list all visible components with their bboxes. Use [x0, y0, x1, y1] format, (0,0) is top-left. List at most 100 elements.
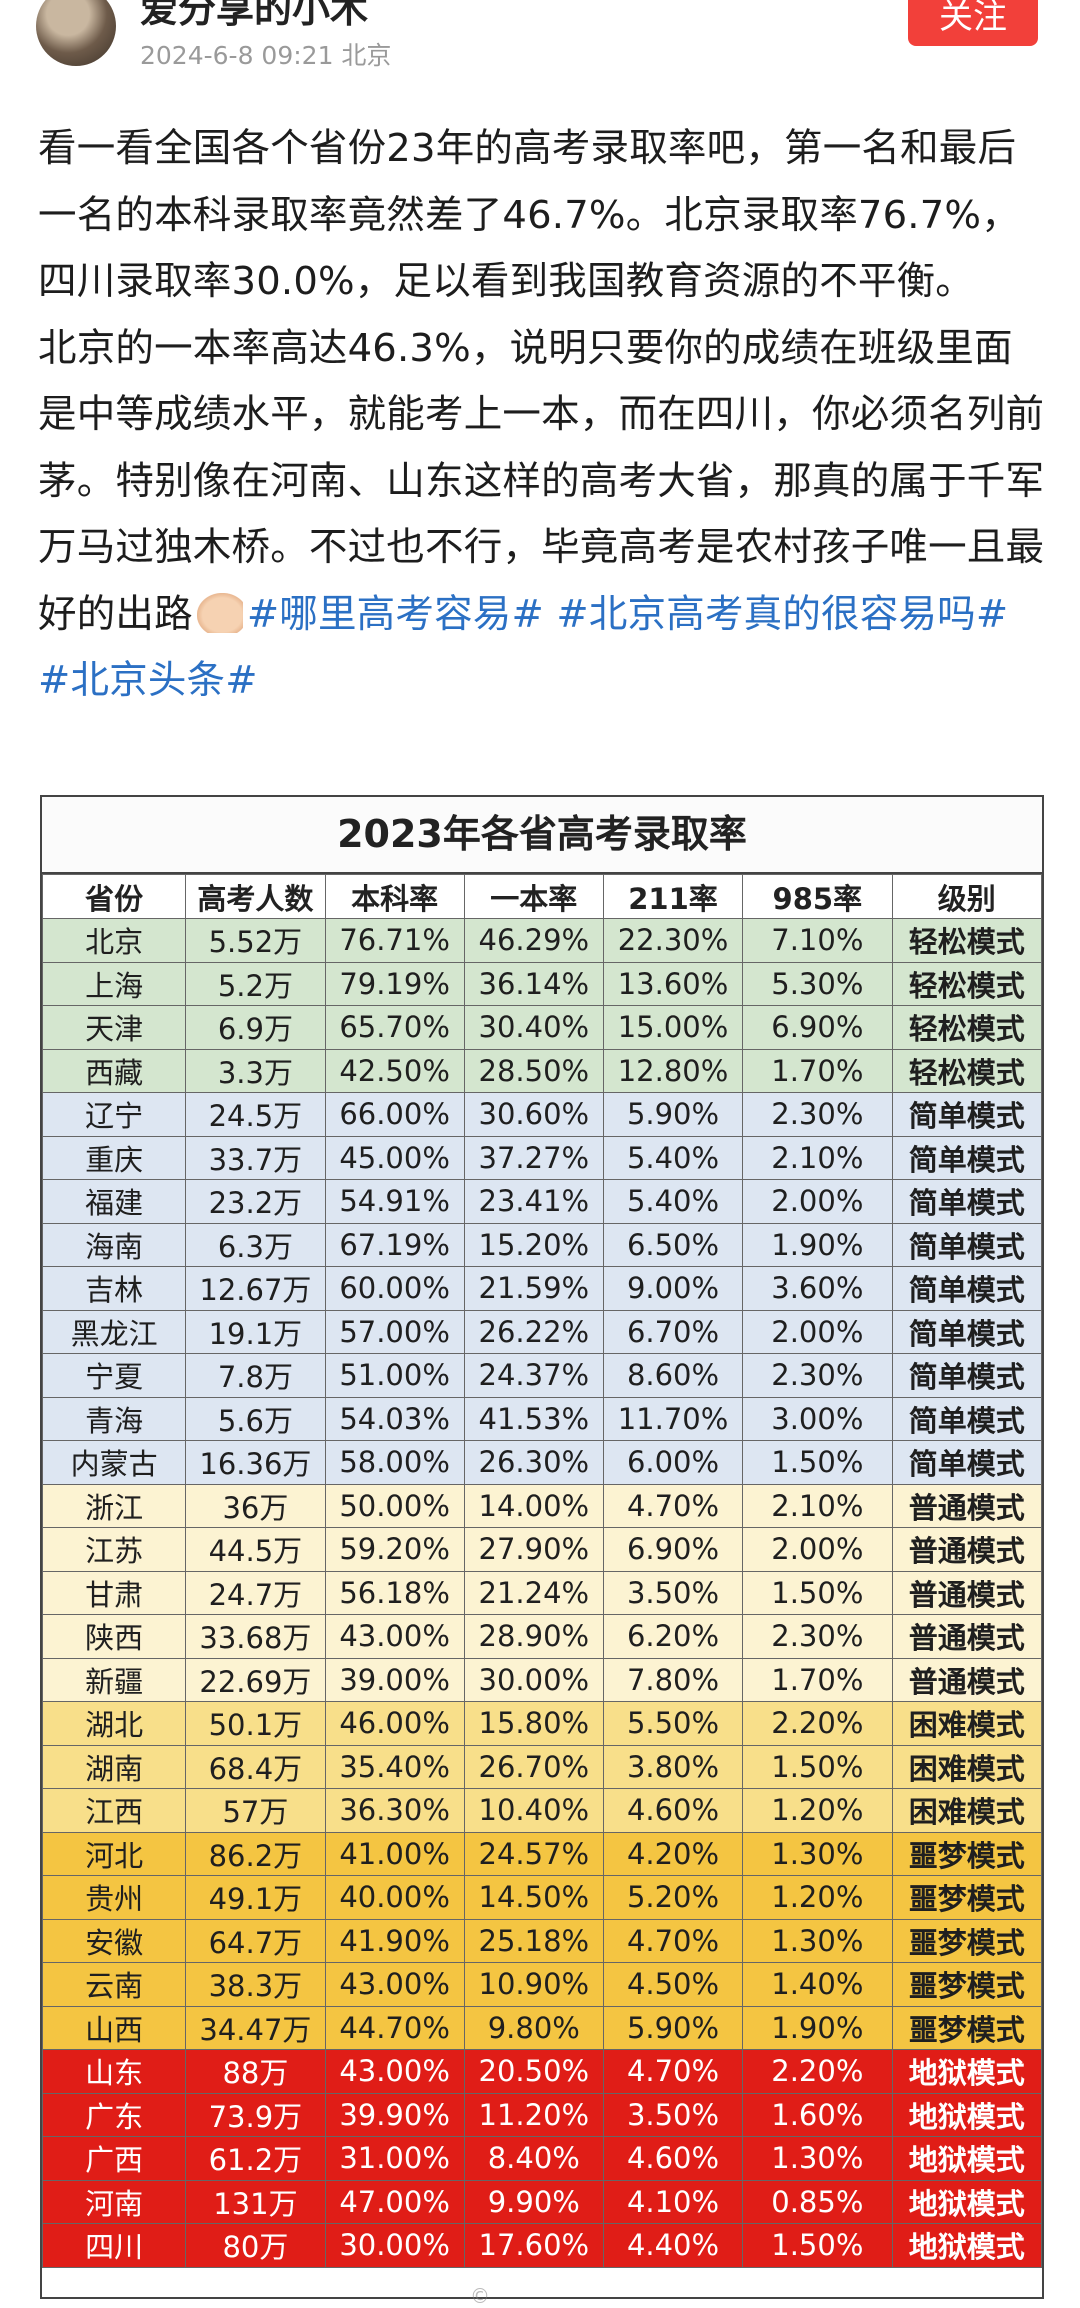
cell-examinees: 38.3万: [185, 1962, 326, 2007]
cell-level: 轻松模式: [891, 961, 1042, 1006]
cell-tier1-rate: 20.50%: [463, 2049, 604, 2094]
cell-level: 噩梦模式: [891, 1918, 1042, 1963]
post-paragraph-2: 北京的一本率高达46.3%，说明只要你的成绩在班级里面是中等成绩水平，就能考上一…: [38, 316, 1048, 715]
table-row: 内蒙古 16.36万 58.00% 26.30% 6.00% 1.50% 简单模式: [42, 1440, 1042, 1485]
table-row: 河南 131万 47.00% 9.90% 4.10% 0.85% 地狱模式: [42, 2179, 1042, 2224]
cell-level: 简单模式: [891, 1353, 1042, 1398]
cell-province: 北京: [42, 918, 187, 963]
cell-211-rate: 5.50%: [602, 1701, 744, 1746]
cell-985-rate: 6.90%: [742, 1005, 893, 1050]
cell-province: 山东: [42, 2049, 187, 2094]
cell-undergrad-rate: 47.00%: [324, 2179, 465, 2224]
cell-tier1-rate: 15.20%: [463, 1222, 604, 1267]
post-body: 看一看全国各个省份23年的高考录取率吧，第一名和最后一名的本科录取率竟然差了46…: [38, 116, 1048, 715]
cell-tier1-rate: 17.60%: [463, 2223, 604, 2268]
cell-985-rate: 1.30%: [742, 1831, 893, 1876]
hashtag-link[interactable]: #哪里高考容易#: [246, 591, 544, 637]
cell-985-rate: 2.00%: [742, 1309, 893, 1354]
cell-tier1-rate: 15.80%: [463, 1701, 604, 1746]
cell-undergrad-rate: 67.19%: [324, 1222, 465, 1267]
hashtag-link[interactable]: #北京头条#: [38, 658, 258, 703]
cell-examinees: 33.7万: [185, 1135, 326, 1180]
cell-211-rate: 5.40%: [602, 1179, 744, 1224]
table-row: 宁夏 7.8万 51.00% 24.37% 8.60% 2.30% 简单模式: [42, 1353, 1042, 1398]
cell-tier1-rate: 8.40%: [463, 2136, 604, 2181]
cell-examinees: 5.52万: [185, 918, 326, 963]
post-paragraph-1: 看一看全国各个省份23年的高考录取率吧，第一名和最后一名的本科录取率竟然差了46…: [38, 126, 1020, 304]
cell-985-rate: 0.85%: [742, 2179, 893, 2224]
cell-undergrad-rate: 43.00%: [324, 1614, 465, 1659]
table-row: 贵州 49.1万 40.00% 14.50% 5.20% 1.20% 噩梦模式: [42, 1875, 1042, 1920]
avatar[interactable]: [36, 0, 116, 66]
cell-examinees: 24.5万: [185, 1092, 326, 1137]
cell-province: 内蒙古: [42, 1440, 187, 1485]
cell-undergrad-rate: 65.70%: [324, 1005, 465, 1050]
cell-examinees: 73.9万: [185, 2092, 326, 2137]
cell-985-rate: 1.20%: [742, 1788, 893, 1833]
hashtag-link[interactable]: #北京高考真的很容易吗#: [556, 591, 1009, 637]
cell-province: 浙江: [42, 1483, 187, 1528]
post-header: 爱分享的小木 2024-6-8 09:21 北京 关注: [0, 0, 1080, 80]
cell-211-rate: 7.80%: [602, 1657, 744, 1702]
cell-examinees: 64.7万: [185, 1918, 326, 1963]
cell-985-rate: 1.20%: [742, 1875, 893, 1920]
cell-level: 简单模式: [891, 1092, 1042, 1137]
cell-211-rate: 6.70%: [602, 1309, 744, 1354]
table-row: 北京 5.52万 76.71% 46.29% 22.30% 7.10% 轻松模式: [42, 918, 1042, 963]
cell-985-rate: 1.70%: [742, 1048, 893, 1093]
cell-examinees: 61.2万: [185, 2136, 326, 2181]
cell-985-rate: 1.60%: [742, 2092, 893, 2137]
cell-211-rate: 4.20%: [602, 1831, 744, 1876]
cell-undergrad-rate: 58.00%: [324, 1440, 465, 1485]
cell-examinees: 88万: [185, 2049, 326, 2094]
cell-undergrad-rate: 57.00%: [324, 1309, 465, 1354]
cell-tier1-rate: 10.90%: [463, 1962, 604, 2007]
header-examinees: 高考人数: [185, 874, 326, 919]
cell-province: 江西: [42, 1788, 187, 1833]
table-row: 山东 88万 43.00% 20.50% 4.70% 2.20% 地狱模式: [42, 2049, 1042, 2094]
cell-undergrad-rate: 41.90%: [324, 1918, 465, 1963]
admission-rate-table: 省份 高考人数 本科率 一本率 211率 985率 级别 北京 5.52万 76.7…: [42, 874, 1042, 2268]
cell-province: 上海: [42, 961, 187, 1006]
cell-examinees: 44.5万: [185, 1527, 326, 1572]
cell-tier1-rate: 26.22%: [463, 1309, 604, 1354]
cell-province: 宁夏: [42, 1353, 187, 1398]
cell-undergrad-rate: 51.00%: [324, 1353, 465, 1398]
table-row: 云南 38.3万 43.00% 10.90% 4.50% 1.40% 噩梦模式: [42, 1962, 1042, 2007]
cell-examinees: 36万: [185, 1483, 326, 1528]
cell-tier1-rate: 11.20%: [463, 2092, 604, 2137]
cell-985-rate: 1.50%: [742, 2223, 893, 2268]
table-row: 海南 6.3万 67.19% 15.20% 6.50% 1.90% 简单模式: [42, 1222, 1042, 1267]
cell-985-rate: 7.10%: [742, 918, 893, 963]
cell-211-rate: 15.00%: [602, 1005, 744, 1050]
cell-211-rate: 5.90%: [602, 1092, 744, 1137]
cell-province: 福建: [42, 1179, 187, 1224]
cell-985-rate: 1.30%: [742, 2136, 893, 2181]
cell-level: 普通模式: [891, 1657, 1042, 1702]
admission-rate-table-image[interactable]: 2023年各省高考录取率 省份 高考人数 本科率 一本率 211率 985率 级…: [40, 795, 1044, 2299]
cell-province: 辽宁: [42, 1092, 187, 1137]
cell-985-rate: 3.60%: [742, 1266, 893, 1311]
cell-examinees: 57万: [185, 1788, 326, 1833]
cell-985-rate: 1.50%: [742, 1744, 893, 1789]
cell-level: 困难模式: [891, 1744, 1042, 1789]
cell-province: 陕西: [42, 1614, 187, 1659]
cell-province: 山西: [42, 2005, 187, 2050]
cell-undergrad-rate: 35.40%: [324, 1744, 465, 1789]
cell-level: 噩梦模式: [891, 2005, 1042, 2050]
cell-tier1-rate: 28.90%: [463, 1614, 604, 1659]
cell-province: 黑龙江: [42, 1309, 187, 1354]
post-paragraph-2-text: 北京的一本率高达46.3%，说明只要你的成绩在班级里面是中等成绩水平，就能考上一…: [38, 325, 1045, 637]
follow-button[interactable]: 关注: [908, 0, 1038, 46]
cell-tier1-rate: 36.14%: [463, 961, 604, 1006]
cell-undergrad-rate: 54.03%: [324, 1396, 465, 1441]
cell-province: 湖南: [42, 1744, 187, 1789]
cell-examinees: 34.47万: [185, 2005, 326, 2050]
table-row: 吉林 12.67万 60.00% 21.59% 9.00% 3.60% 简单模式: [42, 1266, 1042, 1311]
watermark: ©: [470, 2284, 490, 2308]
cell-tier1-rate: 30.60%: [463, 1092, 604, 1137]
cell-province: 吉林: [42, 1266, 187, 1311]
cell-province: 重庆: [42, 1135, 187, 1180]
cell-211-rate: 4.50%: [602, 1962, 744, 2007]
author-name[interactable]: 爱分享的小木: [140, 0, 369, 31]
